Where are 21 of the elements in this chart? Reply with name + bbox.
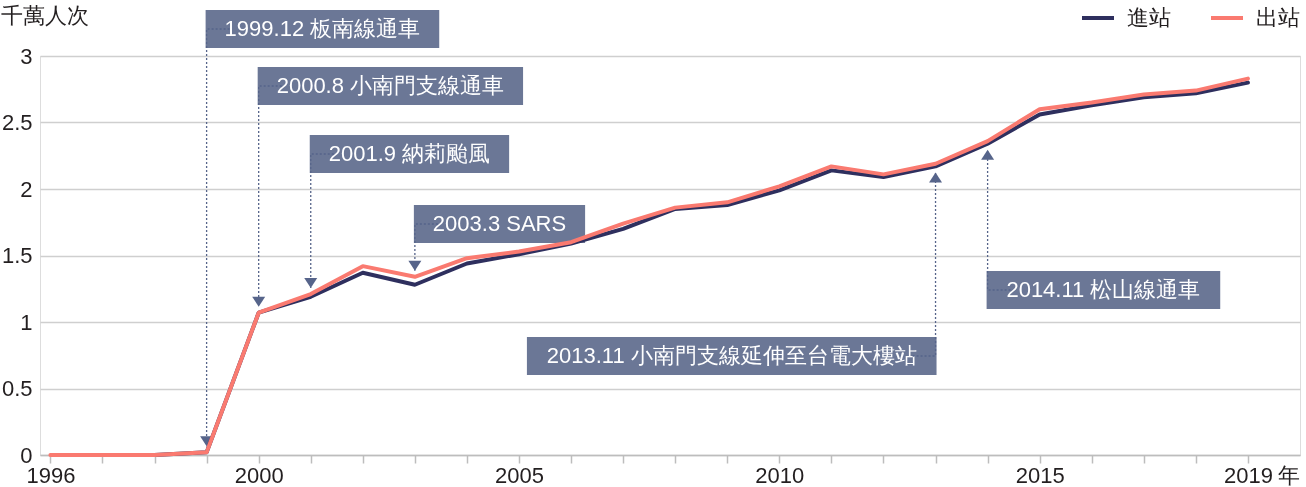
y-tick-label: 3 <box>20 43 33 69</box>
y-tick-label: 2 <box>20 176 33 202</box>
annotation: 1999.12 板南線通車 <box>224 16 421 41</box>
x-tick-label: 2015 <box>1015 462 1065 487</box>
x-tick-label: 2010 <box>755 462 805 487</box>
y-axis-title: 千萬人次 <box>0 2 89 28</box>
y-tick-label: 0.5 <box>1 376 33 401</box>
annotation: 2013.11 小南門支線延伸至台電大樓站 <box>546 343 917 368</box>
y-tick-label: 1.5 <box>1 243 33 268</box>
x-tick-label: 2000 <box>234 462 284 487</box>
x-tick-label: 2019 <box>1223 462 1273 487</box>
annotation: 2000.8 小南門支線通車 <box>276 73 505 98</box>
legend-label: 出站 <box>1256 5 1300 30</box>
legend-label: 進站 <box>1127 5 1171 30</box>
annotation: 2003.3 SARS <box>432 211 567 236</box>
x-tick-label: 2005 <box>495 462 544 487</box>
x-axis-title: 年 <box>1277 462 1300 487</box>
y-tick-label: 1 <box>20 309 33 335</box>
annotation: 2014.11 松山線通車 <box>1006 277 1201 302</box>
annotation: 2001.9 納莉颱風 <box>328 141 491 166</box>
y-tick-label: 2.5 <box>1 110 33 135</box>
